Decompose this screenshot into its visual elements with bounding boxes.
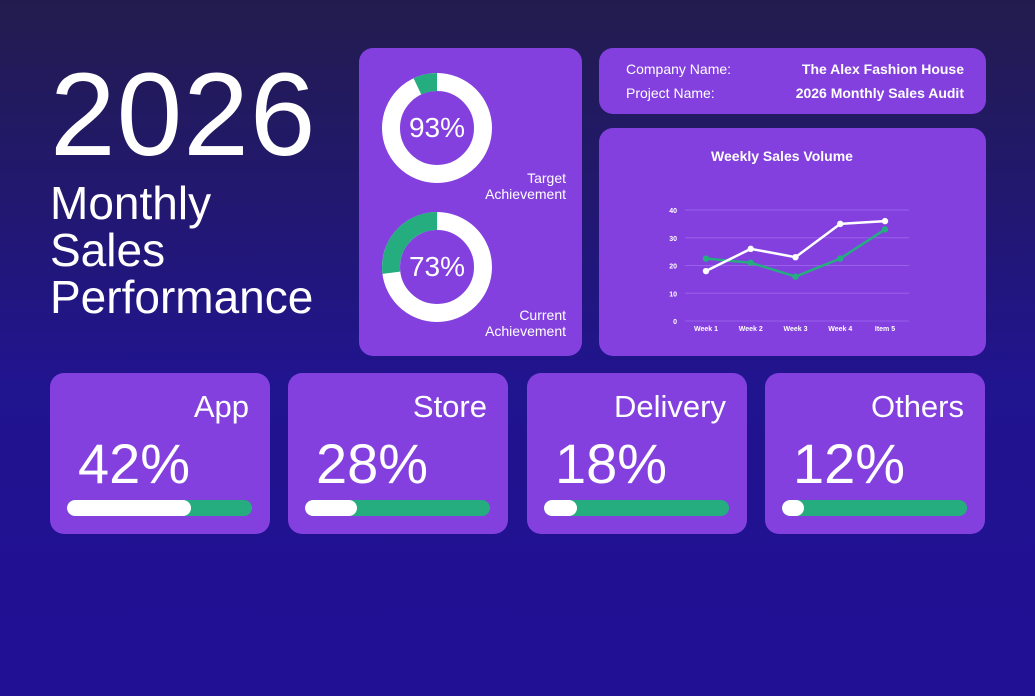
x-tick-label: Week 1 (694, 326, 718, 333)
metric-progress-fill (67, 500, 191, 516)
metric-progress-bar (67, 500, 252, 516)
target-donut-value: 93% (408, 112, 466, 143)
target-donut-label: Target Achievement (426, 170, 566, 202)
label-line: Current (519, 307, 566, 323)
target-donut-chart (382, 73, 492, 183)
y-tick-label: 0 (673, 319, 677, 326)
y-tick-label: 30 (669, 236, 677, 243)
metric-value: 42% (78, 432, 191, 495)
label-line: Achievement (485, 323, 566, 339)
metric-card-others: Others 12% (765, 373, 985, 534)
data-point (881, 226, 889, 233)
metric-card-app: App 42% (50, 373, 270, 534)
data-point (792, 273, 799, 280)
metric-progress-fill (544, 500, 578, 516)
project-value: 2026 Monthly Sales Audit (795, 85, 964, 101)
y-tick-label: 40 (669, 208, 677, 215)
data-point (702, 267, 710, 275)
metric-progress-fill (782, 500, 805, 516)
metric-progress-fill (305, 500, 357, 516)
metric-label: Others (870, 389, 964, 424)
company-row: Company Name: The Alex Fashion House (626, 61, 964, 77)
project-row: Project Name: 2026 Monthly Sales Audit (626, 85, 964, 101)
current-donut: 73% (381, 211, 493, 323)
x-tick-label: Week 3 (784, 326, 808, 333)
donut-arc (382, 73, 492, 183)
metric-progress-bar (544, 500, 729, 516)
data-point (747, 259, 754, 266)
y-tick-label: 20 (669, 264, 677, 271)
hero-year: 2026 (50, 49, 317, 181)
metric-label: App (193, 389, 249, 424)
donut-arc (382, 212, 492, 322)
data-point (881, 217, 889, 225)
company-value: The Alex Fashion House (801, 61, 964, 77)
metric-label: Store (412, 389, 487, 424)
label-line: Target (527, 170, 566, 186)
current-donut-value: 73% (408, 251, 466, 282)
metric-card-delivery: Delivery 18% (527, 373, 747, 534)
project-label: Project Name: (626, 85, 715, 101)
metric-card-store: Store 28% (288, 373, 508, 534)
x-tick-label: Item 5 (875, 326, 895, 333)
series-line (705, 228, 886, 278)
chart-title: Weekly Sales Volume (711, 148, 853, 164)
hero-title-line: Performance (50, 271, 314, 323)
metric-label: Delivery (614, 389, 726, 424)
data-point (702, 255, 710, 262)
weekly-sales-chart: Weekly Sales Volume 0 10 20 30 40 Week 1 Week … (669, 148, 909, 333)
data-point (792, 253, 799, 261)
y-tick-label: 10 (669, 291, 677, 298)
metric-value: 28% (316, 432, 429, 495)
metric-progress-bar (782, 500, 967, 516)
x-tick-label: Week 4 (828, 326, 852, 333)
data-point (747, 245, 754, 253)
weekly-sales-chart-card: Weekly Sales Volume 0 10 20 30 40 Week 1 Week … (599, 128, 986, 356)
hero-title-line: Monthly (50, 177, 212, 229)
hero-title-line: Sales (50, 224, 166, 276)
company-label: Company Name: (626, 61, 732, 77)
donut-track (382, 73, 492, 183)
metric-progress-bar (305, 500, 490, 516)
data-point (837, 255, 844, 262)
x-tick-label: Week 2 (739, 326, 763, 333)
label-line: Achievement (485, 186, 566, 202)
current-donut-chart (382, 212, 492, 322)
current-donut-label: Current Achievement (426, 307, 566, 339)
data-point (837, 220, 844, 228)
metric-value: 18% (555, 432, 668, 495)
hero-title: Monthly Sales Performance (50, 180, 313, 321)
metric-value: 12% (793, 432, 906, 495)
project-info-card: Company Name: The Alex Fashion House Pro… (599, 48, 986, 114)
achievement-card: 93% Target Achievement 73% Current Achie… (359, 48, 582, 356)
target-donut: 93% (381, 72, 493, 184)
